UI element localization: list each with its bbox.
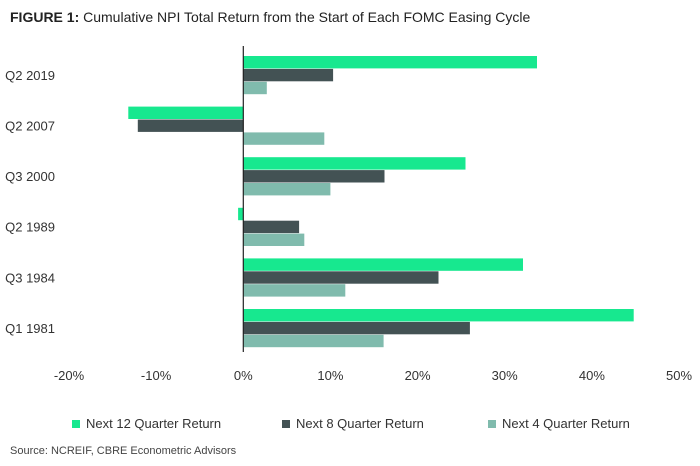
source-note: Source: NCREIF, CBRE Econometric Advisor… xyxy=(10,445,237,457)
bar-q3-2000-series-2 xyxy=(243,170,385,183)
x-tick-label: 0% xyxy=(234,368,253,383)
category-label: Q2 2019 xyxy=(5,68,55,83)
bar-q2-2007-series-2 xyxy=(137,119,244,132)
x-tick-label: 10% xyxy=(317,368,343,383)
chart-legend: Next 12 Quarter Return Next 8 Quarter Ret… xyxy=(0,416,700,434)
legend-label: Next 12 Quarter Return xyxy=(86,416,222,431)
legend-label: Next 4 Quarter Return xyxy=(502,416,630,431)
bar-q2-1989-series-2 xyxy=(243,220,300,234)
bar-q3-1984-series-1 xyxy=(243,258,524,271)
x-tick-label: 30% xyxy=(492,368,518,383)
category-label: Q3 1984 xyxy=(5,270,55,285)
bar-q2-2019-series-3 xyxy=(243,81,267,95)
bar-q3-2000-series-3 xyxy=(243,183,331,196)
bar-q2-2019-series-2 xyxy=(243,68,334,82)
chart-title-lead: FIGURE 1: xyxy=(10,9,80,25)
bar-q1-1981-series-2 xyxy=(243,321,470,335)
bar-q2-2007-series-3 xyxy=(243,132,325,145)
category-label: Q1 1981 xyxy=(5,321,55,336)
x-tick-label: 20% xyxy=(405,368,431,383)
legend-swatch xyxy=(72,419,80,428)
bar-q2-2007-series-1 xyxy=(128,106,244,119)
bar-q1-1981-series-1 xyxy=(243,309,634,322)
bar-q3-1984-series-3 xyxy=(243,284,346,297)
legend-item: Next 12 Quarter Return xyxy=(72,416,221,431)
chart-title: FIGURE 1: Cumulative NPI Total Return fr… xyxy=(10,9,530,25)
bar-q2-1989-series-1 xyxy=(238,207,244,221)
legend-swatch xyxy=(488,419,496,428)
bar-q1-1981-series-3 xyxy=(243,334,384,348)
legend-item: Next 4 Quarter Return xyxy=(488,416,630,431)
category-label: Q2 1989 xyxy=(5,220,55,235)
x-tick-label: -20% xyxy=(54,368,85,383)
category-label: Q2 2007 xyxy=(5,118,55,133)
bar-q3-2000-series-1 xyxy=(243,157,466,170)
bar-q2-1989-series-3 xyxy=(243,233,305,246)
x-tick-label: 40% xyxy=(579,368,605,383)
category-label: Q3 2000 xyxy=(5,169,55,184)
x-tick-label: 50% xyxy=(666,368,692,383)
legend-swatch xyxy=(282,419,290,428)
bar-q3-1984-series-2 xyxy=(243,271,439,284)
x-tick-label: -10% xyxy=(141,368,172,383)
legend-item: Next 8 Quarter Return xyxy=(282,416,424,431)
chart-title-text: Cumulative NPI Total Return from the Sta… xyxy=(79,9,531,25)
legend-label: Next 8 Quarter Return xyxy=(296,416,424,431)
bar-q2-2019-series-1 xyxy=(243,56,538,69)
